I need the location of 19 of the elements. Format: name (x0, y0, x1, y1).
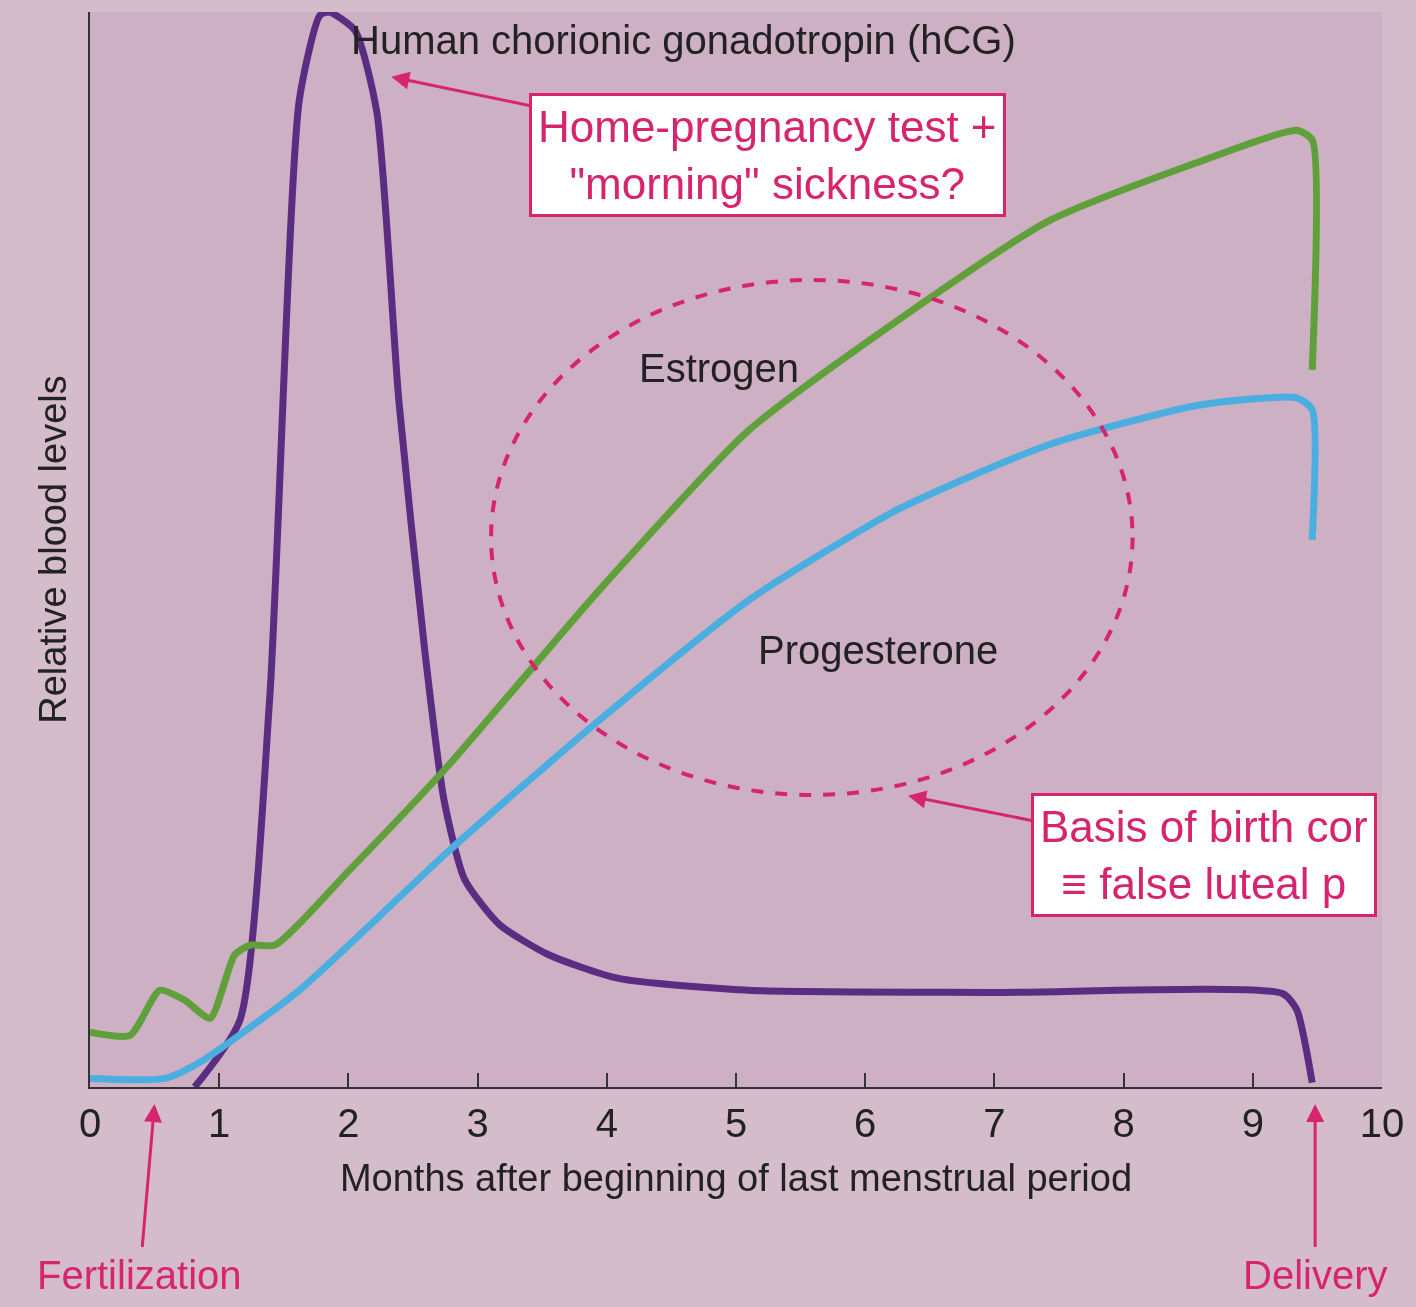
x-tick-label: 9 (1241, 1101, 1264, 1145)
x-tick-label: 3 (466, 1101, 489, 1145)
x-tick-label: 6 (854, 1101, 877, 1145)
x-axis-title: Months after beginning of last menstrual period (339, 1156, 1133, 1199)
x-tick-label: 5 (724, 1101, 748, 1145)
x-tick-label: 0 (78, 1101, 102, 1145)
series-label: Estrogen (639, 346, 800, 390)
y-axis-title: Relative blood levels (31, 375, 74, 724)
series-label: Progesterone (758, 628, 999, 672)
text: Fertilization (37, 1253, 242, 1297)
annotation: Home-pregnancy test + "morning" sickness? (538, 102, 997, 209)
x-tick-label: 7 (983, 1101, 1006, 1145)
x-tick-label: 10 (1359, 1101, 1405, 1145)
x-tick-label: 1 (208, 1101, 231, 1145)
x-tick-label: 2 (337, 1101, 360, 1145)
x-tick-label: 4 (595, 1101, 618, 1145)
x-tick-label: 8 (1112, 1101, 1135, 1145)
annotation: Basis of birth cor ≡ false luteal p (1040, 802, 1368, 909)
text: Delivery (1243, 1253, 1388, 1297)
